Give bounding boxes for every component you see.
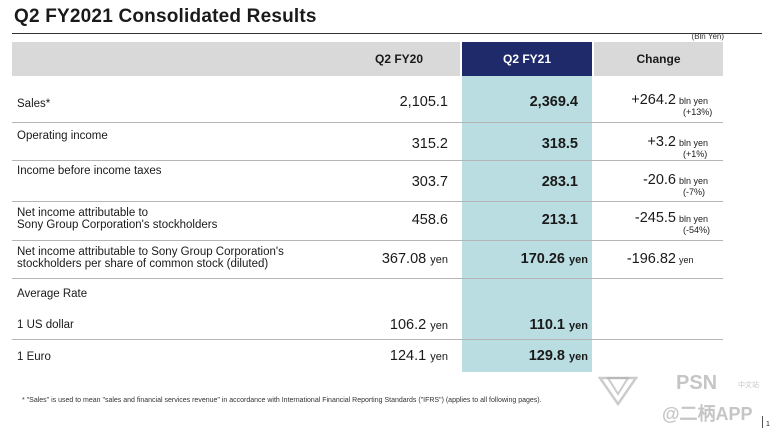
operating-income-change: +3.2 bbox=[647, 134, 676, 150]
psn-watermark-logo-icon bbox=[598, 376, 638, 406]
eps-fy21-unit: yen bbox=[569, 254, 588, 266]
usd-fy20: 106.2 yen bbox=[390, 317, 448, 333]
watermark-handle: @二柄APP bbox=[662, 404, 753, 424]
footnote: * "Sales" is used to mean "sales and fin… bbox=[22, 397, 542, 404]
eur-fy20-value: 124.1 bbox=[389, 348, 427, 364]
operating-income-change-unit: bln yen (+1%) bbox=[679, 138, 708, 160]
eps-fy20-value: 367.08 bbox=[381, 251, 427, 267]
eps-change: -196.82 bbox=[626, 251, 676, 267]
income-before-taxes-change: -20.6 bbox=[642, 172, 676, 188]
eps-fy21-value: 170.26 bbox=[520, 251, 565, 267]
column-header-q2-fy20: Q2 FY20 bbox=[374, 52, 424, 66]
eps-fy21: 170.26 yen bbox=[521, 251, 588, 267]
header-divider bbox=[460, 42, 462, 76]
net-income-change: -245.5 bbox=[634, 210, 676, 226]
sales-change: +264.2 bbox=[631, 92, 676, 108]
row-divider bbox=[12, 339, 723, 340]
usd-fy21-unit: yen bbox=[569, 320, 588, 332]
row-divider bbox=[12, 240, 723, 241]
income-before-taxes-change-unit: bln yen (-7%) bbox=[679, 176, 708, 198]
page-number-divider bbox=[762, 416, 763, 428]
row-label-euro: 1 Euro bbox=[17, 351, 51, 363]
eps-change-unit: yen bbox=[679, 255, 694, 266]
header-divider bbox=[592, 42, 594, 76]
change-percent: (-54%) bbox=[683, 225, 711, 235]
watermark-subtitle: 中文站 bbox=[738, 382, 759, 389]
unit-note: (Bln Yen) bbox=[691, 32, 724, 41]
eps-fy20: 367.08 yen bbox=[382, 251, 448, 267]
change-percent: (-7%) bbox=[683, 187, 705, 197]
row-label-net-income-line2: Sony Group Corporation's stockholders bbox=[17, 219, 218, 231]
usd-fy21: 110.1 yen bbox=[530, 317, 589, 333]
net-income-change-unit: bln yen (-54%) bbox=[679, 214, 710, 236]
net-income-fy21: 213.1 bbox=[541, 212, 578, 228]
row-label-us-dollar: 1 US dollar bbox=[17, 319, 74, 331]
change-unit: bln yen bbox=[679, 176, 709, 186]
page-title: Q2 FY2021 Consolidated Results bbox=[14, 6, 317, 27]
change-unit: bln yen bbox=[679, 138, 709, 148]
row-label-operating-income: Operating income bbox=[17, 130, 108, 142]
usd-fy21-value: 110.1 bbox=[529, 317, 566, 333]
sales-fy21: 2,369.4 bbox=[529, 94, 578, 110]
page-number: 1 bbox=[766, 421, 770, 428]
net-income-fy20: 458.6 bbox=[411, 212, 448, 228]
row-label-sales: Sales* bbox=[17, 98, 51, 110]
column-header-q2-fy21: Q2 FY21 bbox=[462, 42, 592, 76]
eur-fy21-unit: yen bbox=[569, 351, 588, 363]
sales-change-unit: bln yen (+13%) bbox=[679, 96, 712, 118]
change-percent: (+13%) bbox=[683, 107, 713, 117]
table-header-bar bbox=[12, 42, 723, 76]
row-divider bbox=[12, 278, 723, 279]
usd-fy20-unit: yen bbox=[430, 320, 448, 332]
row-label-net-income-line1: Net income attributable to bbox=[17, 207, 149, 219]
row-divider bbox=[12, 201, 723, 202]
title-underline bbox=[12, 33, 762, 34]
column-header-change: Change bbox=[636, 52, 681, 66]
change-unit: bln yen bbox=[679, 214, 709, 224]
fy21-column-highlight bbox=[462, 76, 592, 372]
section-label-average-rate: Average Rate bbox=[17, 288, 88, 300]
row-label-eps-line1: Net income attributable to Sony Group Co… bbox=[17, 246, 284, 258]
income-before-taxes-fy21: 283.1 bbox=[541, 174, 578, 190]
change-percent: (+1%) bbox=[683, 149, 708, 159]
eur-fy20: 124.1 yen bbox=[390, 348, 448, 364]
sales-fy20: 2,105.1 bbox=[399, 94, 448, 110]
row-label-income-before-taxes: Income before income taxes bbox=[17, 165, 162, 177]
eur-fy20-unit: yen bbox=[430, 351, 448, 363]
change-unit: bln yen bbox=[679, 96, 709, 106]
row-divider bbox=[12, 122, 723, 123]
change-unit: yen bbox=[679, 255, 694, 265]
row-divider bbox=[12, 160, 723, 161]
eur-fy21: 129.8 yen bbox=[529, 348, 588, 364]
eur-fy21-value: 129.8 bbox=[528, 348, 565, 364]
income-before-taxes-fy20: 303.7 bbox=[411, 174, 448, 190]
usd-fy20-value: 106.2 bbox=[389, 317, 427, 333]
operating-income-fy21: 318.5 bbox=[541, 136, 578, 152]
watermark-brand: PSN bbox=[676, 372, 718, 394]
operating-income-fy20: 315.2 bbox=[411, 136, 448, 152]
eps-fy20-unit: yen bbox=[430, 254, 448, 266]
row-label-eps-line2: stockholders per share of common stock (… bbox=[17, 258, 269, 270]
